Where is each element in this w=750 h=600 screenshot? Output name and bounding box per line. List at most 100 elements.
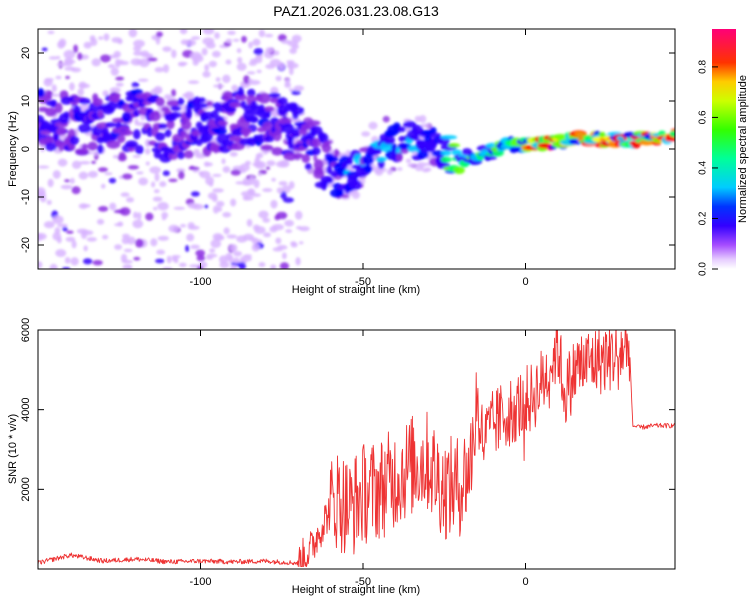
heatmap-cell: [155, 97, 165, 107]
heatmap-cell: [416, 150, 429, 159]
heatmap-cell: [325, 176, 334, 184]
heatmap-cell: [287, 61, 294, 70]
heatmap-cell: [71, 240, 77, 249]
heatmap-cell: [133, 211, 138, 219]
heatmap-cell: [229, 135, 242, 142]
heatmap-cell: [105, 122, 117, 128]
heatmap-cell: [119, 130, 134, 136]
heatmap-cell: [63, 49, 76, 59]
heatmap-cell: [240, 255, 252, 262]
heatmap-cell: [202, 29, 215, 35]
heatmap-cell: [282, 197, 294, 203]
heatmap-cell: [268, 92, 281, 99]
heatmap-cell: [187, 80, 200, 84]
heatmap-cell: [89, 35, 96, 42]
heatmap-cell: [224, 105, 237, 113]
heatmap-cell: [153, 189, 160, 194]
heatmap-cell: [276, 211, 288, 220]
heatmap-cell: [146, 108, 154, 114]
heatmap-cell: [202, 70, 211, 78]
heatmap-cell: [200, 132, 214, 143]
spectrogram-xlabel: Height of straight line (km): [292, 284, 420, 296]
heatmap-cell: [166, 255, 172, 264]
heatmap-cell: [178, 262, 187, 268]
heatmap-cell: [290, 241, 297, 246]
heatmap-cell: [171, 89, 177, 97]
x-tick-label: 0: [522, 576, 528, 588]
heatmap-cell: [212, 233, 223, 241]
heatmap-cell: [144, 139, 151, 148]
heatmap-cell: [242, 195, 250, 201]
heatmap-cell: [228, 102, 243, 108]
heatmap-cell: [179, 29, 188, 35]
heatmap-cell: [157, 235, 169, 241]
heatmap-cell: [423, 135, 433, 142]
heatmap-cell: [254, 157, 261, 167]
heatmap-cell: [112, 94, 120, 100]
heatmap-cell: [244, 160, 251, 166]
heatmap-cell: [131, 82, 140, 88]
heatmap-cell: [100, 183, 106, 189]
heatmap-cell: [252, 38, 261, 46]
heatmap-cell: [77, 52, 83, 61]
heatmap-cell: [180, 119, 192, 131]
heatmap-cell: [133, 46, 142, 52]
heatmap-cell: [247, 237, 259, 242]
heatmap-cell: [348, 179, 362, 191]
heatmap-cell: [287, 135, 294, 147]
heatmap-cell: [246, 219, 253, 227]
heatmap-cell: [102, 90, 109, 97]
heatmap-cell: [257, 92, 271, 104]
heatmap-cell: [54, 227, 61, 235]
heatmap-cell: [396, 152, 403, 162]
heatmap-cell: [45, 107, 57, 117]
heatmap-cell: [229, 151, 238, 157]
y-tick-label: 4000: [20, 397, 32, 421]
heatmap-cell: [375, 167, 384, 176]
heatmap-cell: [80, 230, 88, 240]
heatmap-cell: [270, 199, 278, 209]
heatmap-cell: [106, 140, 121, 149]
heatmap-cell: [248, 175, 256, 185]
heatmap-cell: [222, 166, 231, 173]
heatmap-cell: [128, 29, 138, 38]
heatmap-cell: [107, 64, 116, 69]
heatmap-cell: [77, 123, 92, 134]
heatmap-cell: [281, 252, 287, 260]
heatmap-cell: [40, 144, 45, 153]
heatmap-cell: [225, 38, 233, 44]
heatmap-cell: [40, 130, 52, 136]
heatmap-cell: [441, 150, 452, 156]
heatmap-cell: [257, 172, 263, 177]
heatmap-cell: [616, 135, 624, 141]
heatmap-cell: [115, 76, 125, 81]
y-tick-label: -20: [20, 237, 32, 253]
heatmap-cell: [169, 111, 182, 119]
heatmap-cell: [190, 191, 200, 197]
heatmap-cell: [414, 164, 424, 172]
heatmap-cell: [195, 152, 207, 159]
heatmap-cell: [295, 226, 303, 230]
heatmap-cell: [246, 88, 256, 98]
heatmap-cell: [264, 33, 274, 38]
heatmap-cell: [78, 171, 89, 180]
heatmap-cell: [382, 135, 396, 145]
heatmap-cell: [275, 160, 288, 168]
heatmap-cell: [64, 179, 71, 183]
heatmap-cell: [243, 75, 250, 84]
heatmap-cell: [225, 252, 233, 261]
heatmap-cell: [171, 254, 181, 259]
heatmap-cell: [229, 244, 238, 252]
heatmap-cell: [216, 200, 225, 208]
heatmap-cell: [231, 84, 238, 92]
heatmap-cell: [162, 266, 173, 269]
snr-xlabel: Height of straight line (km): [292, 584, 420, 596]
heatmap-cell: [75, 148, 90, 156]
heatmap-cell: [265, 166, 271, 170]
heatmap-cell: [87, 141, 98, 151]
heatmap-cell: [375, 156, 387, 162]
heatmap-cell: [78, 81, 87, 89]
heatmap-cell: [56, 236, 62, 244]
heatmap-cell: [93, 151, 98, 156]
heatmap-cell: [326, 165, 333, 175]
